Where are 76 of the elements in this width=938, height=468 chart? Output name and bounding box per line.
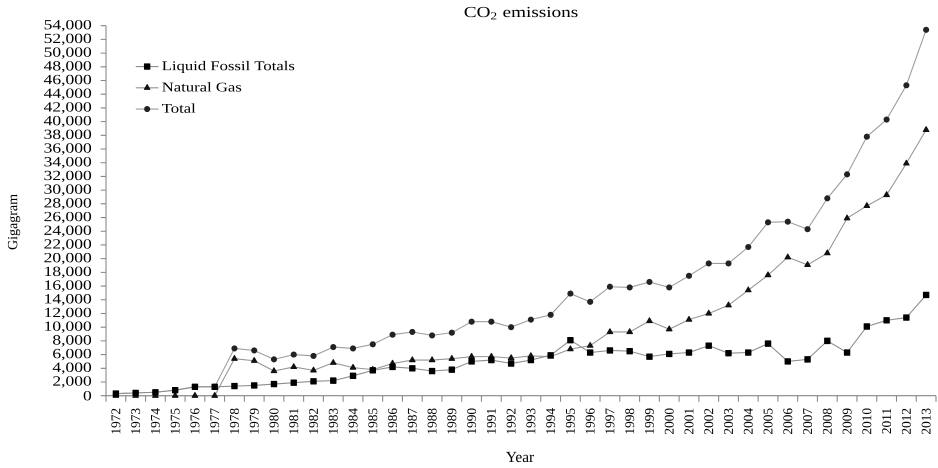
x-tick-label: 1987 — [408, 408, 417, 434]
y-tick-label: 12,000 — [45, 308, 92, 320]
y-tick-label: 44,000 — [44, 88, 92, 100]
y-tick-label: 42,000 — [44, 102, 92, 114]
x-tick-label: 1984 — [348, 408, 358, 434]
x-tick-label: 1973 — [131, 408, 140, 434]
y-tick-label: 40,000 — [44, 116, 92, 128]
x-tick-label: 1990 — [467, 408, 476, 434]
y-tick-label: 26,000 — [44, 212, 92, 224]
y-tick-label: 0 — [84, 390, 92, 400]
x-tick-label: 1981 — [289, 408, 298, 434]
x-tick-label: 2004 — [744, 408, 753, 434]
x-tick-label: 1991 — [486, 408, 496, 434]
x-tick-label: 2006 — [783, 408, 792, 434]
x-tick-label: 1982 — [309, 408, 318, 434]
y-tick-label: 6,000 — [53, 348, 92, 360]
x-tick-label: 2007 — [803, 408, 812, 434]
x-tick-label: 1999 — [644, 408, 654, 434]
x-tick-label: 1985 — [368, 408, 378, 434]
x-tick-label: 1976 — [190, 408, 200, 434]
x-tick-label: 1979 — [250, 408, 259, 434]
x-tick-label: 1996 — [586, 408, 595, 434]
x-tick-label: 1986 — [388, 408, 398, 434]
y-tick-label: 22,000 — [44, 239, 92, 251]
y-tick-label: 16,000 — [45, 280, 92, 292]
y-tick-label: 54,000 — [44, 20, 92, 32]
x-tick-label: 2005 — [764, 408, 773, 434]
x-tick-label: 2003 — [724, 408, 733, 434]
y-tick-label: 52,000 — [44, 34, 92, 46]
x-tick-label: 2013 — [922, 408, 931, 434]
y-tick-label: 8,000 — [53, 335, 92, 347]
x-tick-label: 1998 — [625, 408, 634, 434]
x-tick-label: 1992 — [506, 408, 516, 434]
y-tick-label: 20,000 — [44, 252, 92, 264]
x-tick-label: 1989 — [447, 408, 456, 434]
y-tick-label: 34,000 — [44, 157, 92, 168]
x-tick-label: 2000 — [664, 408, 674, 434]
y-tick-label: 30,000 — [44, 184, 92, 196]
y-tick-label: 32,000 — [44, 170, 92, 182]
x-tick-label: 2010 — [862, 408, 872, 434]
y-axis-title: Gigagram — [8, 194, 20, 250]
x-tick-label: 2011 — [882, 408, 892, 434]
x-tick-label: 1988 — [428, 408, 437, 434]
x-tick-label: 1977 — [210, 408, 220, 434]
legend-label: Total — [162, 103, 196, 113]
x-tick-label: 2012 — [902, 408, 911, 434]
y-tick-label: 10,000 — [45, 321, 92, 333]
x-axis-title: Year — [506, 452, 534, 462]
y-tick-label: 2,000 — [53, 376, 92, 388]
y-tick-label: 46,000 — [44, 74, 92, 86]
x-tick-label: 2002 — [704, 408, 714, 434]
y-tick-label: 38,000 — [44, 130, 92, 142]
chart-title: CO$_{2}$ emissions — [464, 6, 578, 20]
x-tick-label: 1974 — [150, 408, 160, 434]
y-tick-label: 28,000 — [44, 198, 92, 210]
y-tick-label: 48,000 — [44, 61, 92, 73]
x-tick-label: 1983 — [328, 408, 338, 434]
y-tick-label: 14,000 — [45, 294, 92, 306]
x-tick-label: 1994 — [546, 408, 556, 434]
x-tick-label: 2009 — [842, 408, 852, 434]
x-tick-label: 1993 — [526, 408, 536, 434]
y-tick-label: 18,000 — [45, 266, 92, 278]
y-tick-label: 50,000 — [44, 47, 92, 59]
y-tick-label: 24,000 — [44, 226, 92, 237]
legend-label: Natural Gas — [162, 82, 242, 92]
x-tick-label: 1975 — [170, 408, 180, 434]
x-tick-label: 1980 — [269, 408, 278, 434]
y-tick-label: 4,000 — [52, 362, 92, 374]
x-tick-label: 2008 — [822, 408, 832, 434]
legend-label: Liquid Fossil Totals — [162, 60, 294, 74]
x-tick-label: 2001 — [684, 408, 694, 434]
x-tick-label: 1978 — [230, 408, 239, 434]
x-tick-label: 1997 — [605, 408, 614, 434]
x-tick-label: 1995 — [566, 408, 575, 434]
y-tick-label: 36,000 — [44, 143, 92, 155]
x-tick-label: 1972 — [111, 408, 120, 434]
